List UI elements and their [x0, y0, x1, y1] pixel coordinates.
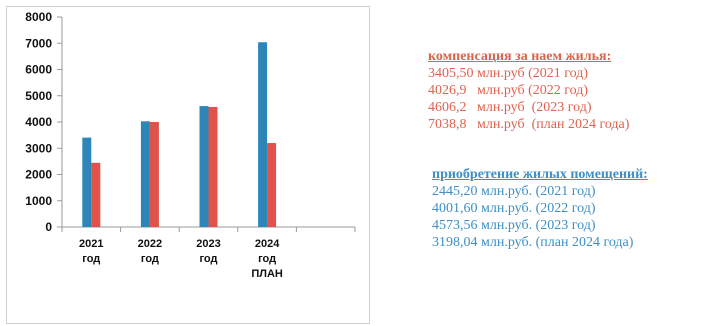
acquisition-line: 4001,60 млн.руб. (2022 год) [432, 201, 596, 216]
x-category-label: 2021 [79, 238, 103, 250]
compensation-line: 7038,8 млн.руб (план 2024 года) [428, 117, 630, 132]
x-category-label: год [200, 253, 218, 265]
compensation-line: 4606,2 млн.руб (2023 год) [428, 100, 592, 115]
compensation-heading: компенсация за наем жилья: [428, 49, 612, 64]
acquisition-heading: приобретение жилых помещений: [432, 167, 648, 182]
compensation-line: 4026,9 млн.руб (2022 год) [428, 83, 589, 98]
chart-frame [6, 6, 370, 324]
y-tick-label: 4000 [25, 115, 52, 129]
compensation-legend: компенсация за наем жилья: 3405,50 млн.р… [428, 48, 629, 133]
acquisition-line: 2445,20 млн.руб. (2021 год) [432, 184, 596, 199]
y-tick-label: 0 [45, 220, 52, 234]
acquisition-line: 4573,56 млн.руб. (2023 год) [432, 218, 596, 233]
bar [91, 162, 101, 227]
bar [82, 137, 92, 227]
acquisition-legend: приобретение жилых помещений: 2445,20 мл… [432, 166, 648, 251]
bar-chart: 0 1000 2000 3000 4000 5000 6000 7000 8000 2021 год… [25, 10, 356, 280]
y-tick-label: 1000 [25, 194, 52, 208]
bar [267, 143, 277, 227]
x-category-label: год [258, 253, 276, 265]
bar [208, 106, 218, 227]
bar [258, 42, 268, 227]
x-category-label: ПЛАН [251, 268, 283, 280]
y-tick-label: 5000 [25, 89, 52, 103]
x-category-label: 2022 [138, 238, 162, 250]
bar [199, 106, 209, 227]
acquisition-line: 3198,04 млн.руб. (план 2024 года) [432, 235, 634, 250]
x-category-label: год [82, 253, 100, 265]
bar [149, 121, 159, 227]
y-tick-label: 8000 [25, 10, 52, 24]
y-tick-label: 6000 [25, 63, 52, 77]
compensation-line: 3405,50 млн.руб (2021 год) [428, 66, 589, 81]
y-tick-label: 3000 [25, 141, 52, 155]
bar [140, 121, 150, 227]
x-category-label: 2024 [255, 238, 280, 250]
x-category-label: 2023 [196, 238, 220, 250]
y-tick-label: 7000 [25, 36, 52, 50]
x-category-label: год [141, 253, 159, 265]
y-tick-label: 2000 [25, 168, 52, 182]
